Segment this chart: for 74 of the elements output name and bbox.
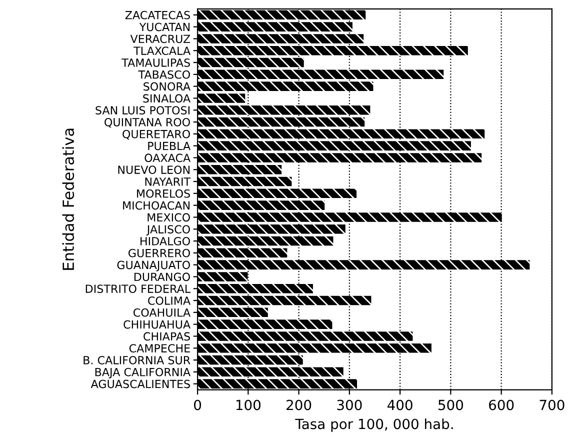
y-tick-label: COAHUILA <box>134 308 190 317</box>
bar <box>198 22 352 32</box>
y-tick-label: TAMAULIPAS <box>122 58 190 67</box>
bar <box>198 94 246 103</box>
bar <box>198 355 303 365</box>
y-tick-label: B. CALIFORNIA SUR <box>84 356 190 364</box>
x-tick-label: 100 <box>236 400 260 410</box>
y-tick-label: AGUASCALIENTES <box>90 380 190 388</box>
y-tick-label: MEXICO <box>148 213 190 222</box>
bar <box>198 308 268 318</box>
bar <box>198 212 502 222</box>
bar <box>198 224 346 234</box>
bar <box>198 70 444 80</box>
y-tick-label: SONORA <box>144 82 190 91</box>
bar <box>198 141 471 150</box>
x-tick-label: 200 <box>286 400 312 410</box>
bar <box>198 284 313 294</box>
x-tick-label: 300 <box>337 400 362 410</box>
y-tick-label: TLAXCALA <box>134 46 191 55</box>
bar <box>198 188 357 198</box>
x-axis-title: Tasa por 100, 000 hab. <box>295 418 453 432</box>
y-tick-label: SINALOA <box>143 94 190 103</box>
bar <box>198 176 292 186</box>
bar <box>198 164 282 174</box>
bar <box>198 296 372 306</box>
bar <box>198 58 304 68</box>
y-tick-label: NAYARIT <box>145 178 191 186</box>
bar <box>198 82 374 91</box>
bar <box>198 379 358 388</box>
bar <box>198 332 413 341</box>
bar <box>198 105 370 115</box>
bar <box>198 320 332 329</box>
y-tick-label: CAMPECHE <box>129 344 190 352</box>
y-tick-label: QUERETARO <box>122 130 190 140</box>
x-tick-label: 0 <box>194 400 202 410</box>
bar <box>198 343 432 353</box>
bar <box>198 117 365 127</box>
y-tick-label: QUINTANA ROO <box>104 118 190 128</box>
bar <box>198 367 344 377</box>
y-tick-label: JALISCO <box>146 225 190 236</box>
y-tick-label: COLIMA <box>148 296 190 305</box>
bar <box>198 153 482 162</box>
bar <box>198 129 485 139</box>
y-axis-title: Entidad Federativa <box>62 128 74 270</box>
y-tick-label: OAXACA <box>144 154 191 162</box>
y-tick-label: TABASCO <box>138 70 190 79</box>
y-tick-label: GUERRERO <box>128 248 190 258</box>
y-tick-label: DISTRITO FEDERAL <box>86 284 191 293</box>
y-tick-label: SAN LUIS POTOSI <box>96 106 190 114</box>
y-tick-label: CHIHUAHUA <box>124 320 190 329</box>
y-tick-label: BAJA CALIFORNIA <box>95 368 190 378</box>
x-tick-label: 700 <box>540 400 564 410</box>
x-tick-label: 600 <box>489 400 514 410</box>
y-tick-label: HIDALGO <box>140 236 190 246</box>
bar <box>198 260 530 270</box>
bar <box>198 272 248 282</box>
bar <box>198 236 334 246</box>
y-tick-label: PUEBLA <box>148 142 191 150</box>
y-tick-label: GUANAJUATO <box>117 260 190 272</box>
bar <box>198 248 288 258</box>
y-tick-label: CHIAPAS <box>144 332 190 341</box>
y-tick-label: YUCATAN <box>139 22 190 32</box>
bar <box>198 46 468 56</box>
y-tick-label: MORELOS <box>137 189 190 198</box>
y-tick-label: NUEVO LEON <box>118 166 190 174</box>
y-tick-label: MICHOACAN <box>123 201 190 210</box>
x-tick-label: 400 <box>387 400 412 410</box>
y-tick-label: ZACATECAS <box>125 10 190 20</box>
bar <box>198 200 325 210</box>
bar <box>198 34 364 44</box>
bar <box>198 10 366 20</box>
x-tick-label: 500 <box>438 400 464 410</box>
y-tick-label: VERACRUZ <box>130 34 190 44</box>
y-tick-label: DURANGO <box>134 272 190 282</box>
